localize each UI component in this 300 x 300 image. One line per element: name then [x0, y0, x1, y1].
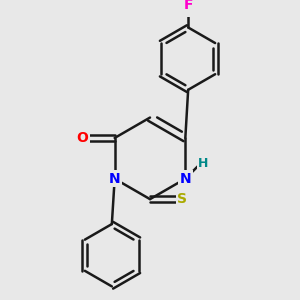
Text: O: O: [76, 131, 88, 145]
Text: F: F: [183, 0, 193, 12]
Text: N: N: [179, 172, 191, 186]
Text: H: H: [198, 157, 208, 170]
Text: N: N: [109, 172, 121, 186]
Text: S: S: [177, 192, 187, 206]
